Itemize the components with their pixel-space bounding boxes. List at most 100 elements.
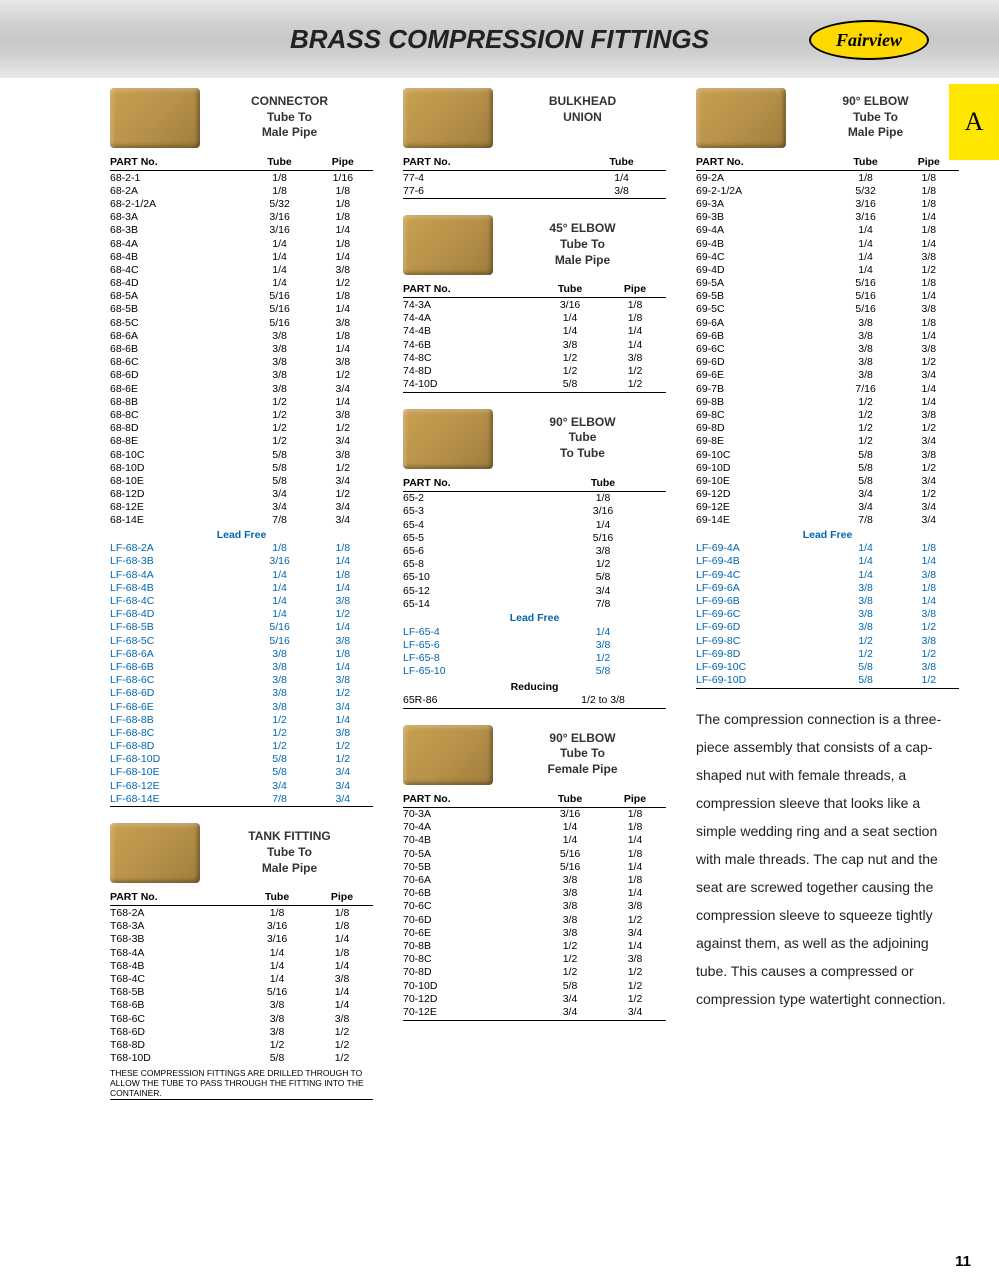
table-row: T68-6D3/81/2 bbox=[110, 1025, 373, 1038]
section-elbow45: 45° ELBOWTube ToMale Pipe PART No.TubePi… bbox=[403, 215, 666, 392]
table-row: 65-81/2 bbox=[403, 558, 666, 571]
table-row: 70-8C1/23/8 bbox=[403, 953, 666, 966]
table-row: LF-68-6A3/81/8 bbox=[110, 647, 373, 660]
lead-free-header: Lead Free bbox=[110, 527, 373, 542]
table-row: 68-2-1/2A5/321/8 bbox=[110, 197, 373, 210]
table-row: 69-8D1/21/2 bbox=[696, 422, 959, 435]
tank-footnote: THESE COMPRESSION FITTINGS ARE DRILLED T… bbox=[110, 1068, 373, 1099]
table-row: 69-10D5/81/2 bbox=[696, 461, 959, 474]
table-row: LF-69-8C1/23/8 bbox=[696, 634, 959, 647]
table-row: 69-5A5/161/8 bbox=[696, 277, 959, 290]
elbow90tube-image bbox=[403, 409, 493, 469]
table-row: T68-6C3/83/8 bbox=[110, 1012, 373, 1025]
table-row: 68-8D1/21/2 bbox=[110, 422, 373, 435]
table-row: LF-68-4C1/43/8 bbox=[110, 594, 373, 607]
table-row: 69-6E3/83/4 bbox=[696, 369, 959, 382]
table-row: 68-2-11/81/16 bbox=[110, 171, 373, 185]
table-row: T68-2A1/81/8 bbox=[110, 906, 373, 920]
table-row: LF-65-41/4 bbox=[403, 625, 666, 638]
divider bbox=[403, 392, 666, 393]
table-row: 69-2A1/81/8 bbox=[696, 171, 959, 185]
table-row: LF-68-4B1/41/4 bbox=[110, 581, 373, 594]
table-row: T68-6B3/81/4 bbox=[110, 999, 373, 1012]
table-row: 68-10C5/83/8 bbox=[110, 448, 373, 461]
table-row: 69-6D3/81/2 bbox=[696, 356, 959, 369]
table-row: LF-69-10C5/83/8 bbox=[696, 660, 959, 673]
table-row: LF-68-6B3/81/4 bbox=[110, 660, 373, 673]
table-row: 70-6C3/83/8 bbox=[403, 900, 666, 913]
table-row: 68-8E1/23/4 bbox=[110, 435, 373, 448]
table-row: 69-12D3/41/2 bbox=[696, 488, 959, 501]
table-row: LF-69-8D1/21/2 bbox=[696, 647, 959, 660]
connector-table: PART No.TubePipe 68-2-11/81/1668-2A1/81/… bbox=[110, 154, 373, 805]
elbow90tube-title: 90° ELBOWTubeTo Tube bbox=[499, 409, 666, 462]
section-bulkhead: BULKHEADUNION PART No.Tube 77-41/477-63/… bbox=[403, 88, 666, 199]
tank-table: PART No.TubePipe T68-2A1/81/8T68-3A3/161… bbox=[110, 889, 373, 1064]
table-row: LF-65-63/8 bbox=[403, 638, 666, 651]
elbow90male-table: PART No.TubePipe 69-2A1/81/869-2-1/2A5/3… bbox=[696, 154, 959, 687]
table-row: 70-4A1/41/8 bbox=[403, 821, 666, 834]
table-row: 65-21/8 bbox=[403, 491, 666, 505]
column-1: CONNECTORTube ToMale Pipe PART No.TubePi… bbox=[110, 88, 373, 1116]
table-row: LF-69-10D5/81/2 bbox=[696, 674, 959, 687]
table-row: LF-69-6A3/81/8 bbox=[696, 581, 959, 594]
table-row: LF-68-4D1/41/2 bbox=[110, 608, 373, 621]
brand-logo: Fairview bbox=[809, 20, 929, 60]
table-row: 68-6B3/81/4 bbox=[110, 342, 373, 355]
elbow90male-image bbox=[696, 88, 786, 148]
table-row: LF-68-4A1/41/8 bbox=[110, 568, 373, 581]
table-row: 69-12E3/43/4 bbox=[696, 501, 959, 514]
section-tank: TANK FITTINGTube ToMale Pipe PART No.Tub… bbox=[110, 823, 373, 1100]
table-row: 68-10E5/83/4 bbox=[110, 474, 373, 487]
table-row: 77-41/4 bbox=[403, 171, 666, 185]
table-row: T68-4C1/43/8 bbox=[110, 972, 373, 985]
table-row: 70-6A3/81/8 bbox=[403, 873, 666, 886]
table-row: 68-3A3/161/8 bbox=[110, 211, 373, 224]
divider bbox=[403, 1020, 666, 1021]
table-row: 70-3A3/161/8 bbox=[403, 807, 666, 821]
table-row: 69-4C1/43/8 bbox=[696, 250, 959, 263]
elbow90tube-table: PART No.Tube 65-21/865-33/1665-41/465-55… bbox=[403, 475, 666, 707]
table-row: T68-8D1/21/2 bbox=[110, 1038, 373, 1051]
table-row: 77-63/8 bbox=[403, 184, 666, 197]
table-row: LF-68-5C5/163/8 bbox=[110, 634, 373, 647]
table-row: 69-14E7/83/4 bbox=[696, 514, 959, 527]
table-row: 68-4C1/43/8 bbox=[110, 263, 373, 276]
table-row: LF-68-6E3/83/4 bbox=[110, 700, 373, 713]
table-row: 70-8D1/21/2 bbox=[403, 966, 666, 979]
elbow90female-title: 90° ELBOWTube ToFemale Pipe bbox=[499, 725, 666, 778]
table-row: 70-10D5/81/2 bbox=[403, 979, 666, 992]
table-row: 74-10D5/81/2 bbox=[403, 378, 666, 391]
elbow45-image bbox=[403, 215, 493, 275]
connector-image bbox=[110, 88, 200, 148]
bulkhead-table: PART No.Tube 77-41/477-63/8 bbox=[403, 154, 666, 197]
description-text: The compression connection is a three-pi… bbox=[696, 705, 959, 1013]
content-columns: CONNECTORTube ToMale Pipe PART No.TubePi… bbox=[110, 88, 959, 1116]
table-row: 68-14E7/83/4 bbox=[110, 514, 373, 527]
table-row: 74-4B1/41/4 bbox=[403, 325, 666, 338]
lead-free-header: Lead Free bbox=[696, 527, 959, 542]
table-row: LF-68-8C1/23/8 bbox=[110, 726, 373, 739]
elbow45-table: PART No.TubePipe 74-3A3/161/874-4A1/41/8… bbox=[403, 281, 666, 390]
table-row: 65-55/16 bbox=[403, 531, 666, 544]
table-row: 69-8C1/23/8 bbox=[696, 408, 959, 421]
tank-title: TANK FITTINGTube ToMale Pipe bbox=[206, 823, 373, 876]
table-row: LF-65-81/2 bbox=[403, 651, 666, 664]
catalog-page: BRASS COMPRESSION FITTINGS Fairview A CO… bbox=[0, 0, 999, 1280]
column-3: 90° ELBOWTube ToMale Pipe PART No.TubePi… bbox=[696, 88, 959, 1116]
table-row: LF-68-8B1/21/4 bbox=[110, 713, 373, 726]
table-row: LF-69-4A1/41/8 bbox=[696, 542, 959, 555]
table-row: 68-5C5/163/8 bbox=[110, 316, 373, 329]
page-title: BRASS COMPRESSION FITTINGS bbox=[290, 24, 709, 55]
table-row: 69-10C5/83/8 bbox=[696, 448, 959, 461]
divider bbox=[696, 688, 959, 689]
divider bbox=[403, 708, 666, 709]
tank-image bbox=[110, 823, 200, 883]
table-row: 68-6C3/83/8 bbox=[110, 356, 373, 369]
reducing-header: Reducing bbox=[403, 678, 666, 694]
table-row: 68-6D3/81/2 bbox=[110, 369, 373, 382]
table-row: 69-2-1/2A5/321/8 bbox=[696, 184, 959, 197]
table-row: 69-3B3/161/4 bbox=[696, 211, 959, 224]
table-row: 69-6C3/83/8 bbox=[696, 342, 959, 355]
table-row: 74-3A3/161/8 bbox=[403, 298, 666, 312]
